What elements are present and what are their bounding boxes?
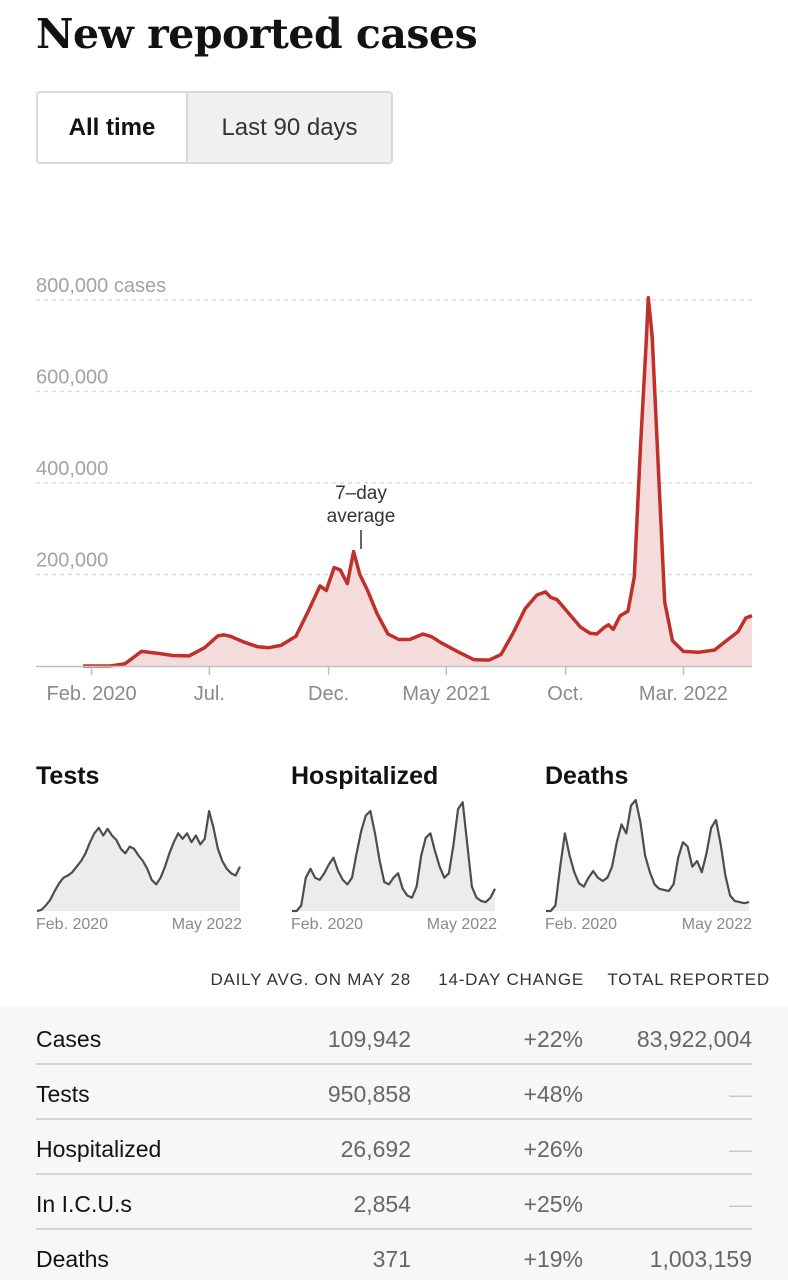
row-label: Cases — [36, 1026, 102, 1052]
tests-sparkline — [36, 810, 241, 913]
sparkline-area — [292, 802, 495, 911]
cases-chart: 800,000 cases 600,000 400,000 200,000 Feb. … — [36, 275, 753, 705]
daily-value: 26,692 — [340, 1136, 411, 1162]
table-row: In I.C.U.s 2,854 +25% — — [36, 1175, 752, 1230]
annotation-line-1: 7–day — [335, 483, 387, 504]
table-row: Tests 950,858 +48% — — [36, 1065, 752, 1120]
deaths-title: Deaths — [545, 762, 629, 790]
x-tick-label: Jul. — [194, 683, 225, 705]
sparkline-area — [37, 811, 240, 911]
x-tick-label: Feb. 2020 — [47, 683, 137, 705]
table-row: Deaths 371 +19% 1,003,159 — [36, 1230, 752, 1280]
daily-value: 2,854 — [353, 1191, 411, 1217]
deaths-x-end: May 2022 — [681, 916, 752, 933]
y-tick-label: 800,000 cases — [36, 275, 166, 297]
row-label: Hospitalized — [36, 1136, 162, 1162]
all-time-tab[interactable]: All time — [38, 93, 188, 162]
total-value: 1,003,159 — [649, 1246, 752, 1272]
table-header: DAILY AVG. ON MAY 28 14-DAY CHANGE TOTAL… — [0, 970, 788, 994]
total-value: — — [729, 1081, 752, 1107]
row-label: In I.C.U.s — [36, 1191, 132, 1217]
total-header: TOTAL REPORTED — [607, 970, 770, 989]
tests-mini-chart: Tests Feb. 2020 May 2022 — [36, 762, 261, 936]
x-tick-label: Oct. — [547, 683, 584, 705]
deaths-sparkline — [546, 798, 750, 913]
y-tick-label: 200,000 — [36, 550, 108, 572]
annotation-line-2: average — [327, 506, 396, 527]
hospitalized-x-end: May 2022 — [426, 916, 497, 933]
row-label: Tests — [36, 1081, 90, 1107]
sparkline-line — [292, 801, 496, 913]
tests-title: Tests — [36, 762, 100, 790]
daily-value: 371 — [372, 1246, 411, 1272]
hospitalized-mini-chart: Hospitalized Feb. 2020 May 2022 — [291, 762, 516, 936]
deaths-x-start: Feb. 2020 — [545, 916, 618, 933]
total-value: — — [729, 1191, 752, 1217]
average-annotation: 7–day average — [327, 483, 396, 549]
total-value: — — [729, 1136, 752, 1162]
row-label: Deaths — [36, 1246, 109, 1272]
sparkline-line — [546, 798, 750, 913]
y-tick-label: 400,000 — [36, 458, 108, 480]
sparkline-area — [546, 800, 749, 911]
daily-avg-header: DAILY AVG. ON MAY 28 — [210, 970, 411, 989]
y-tick-label: 600,000 — [36, 367, 108, 389]
table-row: Hospitalized 26,692 +26% — — [36, 1120, 752, 1175]
change-value: +26% — [523, 1136, 583, 1162]
change-value: +48% — [523, 1081, 583, 1107]
change-value: +19% — [523, 1246, 583, 1272]
change-header: 14-DAY CHANGE — [438, 970, 584, 989]
change-value: +22% — [523, 1026, 583, 1052]
total-value: 83,922,004 — [636, 1026, 752, 1052]
tests-x-end: May 2022 — [171, 916, 242, 933]
table-row: Cases 109,942 +22% 83,922,004 — [36, 1010, 752, 1065]
daily-value: 109,942 — [327, 1026, 411, 1052]
sparkline-line — [36, 810, 241, 913]
x-tick-label: Dec. — [308, 683, 349, 705]
seven-day-average-line — [83, 295, 753, 668]
x-tick-label: Mar. 2022 — [639, 683, 728, 705]
x-tick-label: May 2021 — [402, 683, 490, 705]
tests-x-start: Feb. 2020 — [36, 916, 109, 933]
hospitalized-x-start: Feb. 2020 — [291, 916, 364, 933]
page-title: New reported cases — [36, 10, 478, 58]
deaths-mini-chart: Deaths Feb. 2020 May 2022 — [545, 762, 770, 936]
daily-value: 950,858 — [327, 1081, 411, 1107]
time-range-toggle: All time Last 90 days — [36, 91, 393, 164]
hospitalized-sparkline — [292, 801, 496, 913]
stats-table: Cases 109,942 +22% 83,922,004 Tests 950,… — [0, 1006, 788, 1280]
hospitalized-title: Hospitalized — [291, 762, 439, 790]
change-value: +25% — [523, 1191, 583, 1217]
last-90-days-tab[interactable]: Last 90 days — [188, 93, 391, 162]
